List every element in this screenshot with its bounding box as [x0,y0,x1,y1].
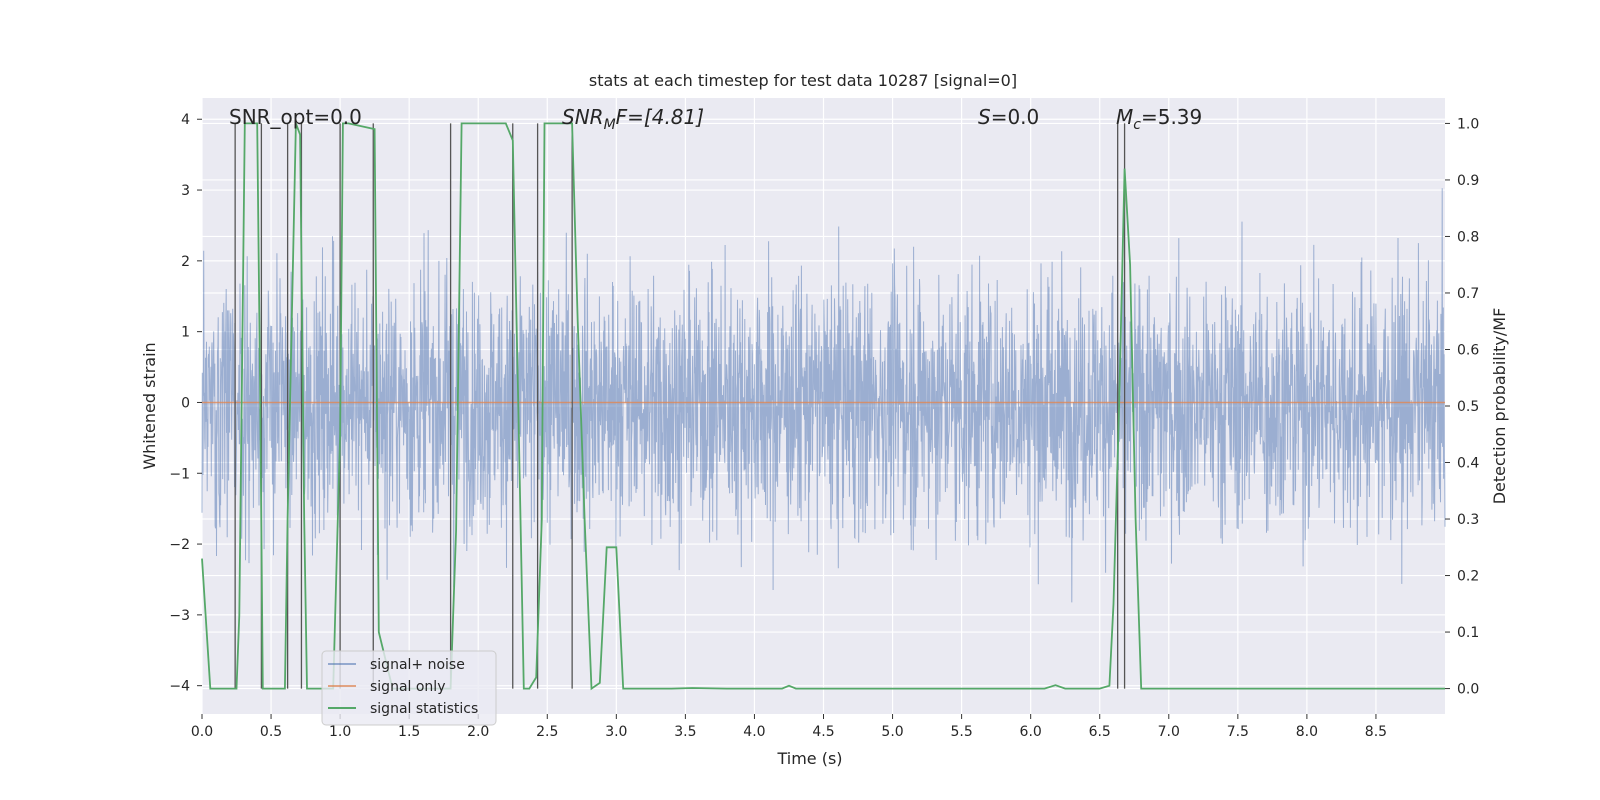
y-tick-label: −1 [169,466,190,482]
x-tick-label: 4.5 [812,724,834,740]
y-tick-label: −4 [169,679,190,695]
legend-frame [321,650,497,726]
x-tick-label: 1.0 [329,724,351,740]
y-tick-label: 1 [181,325,190,341]
y2-tick-label: 0.2 [1457,569,1479,585]
legend-label-signal-noise: signal+ noise [370,657,465,673]
y2-tick-label: 0.0 [1457,682,1479,698]
annotation-snr-mf-rest: F=[4.81] [616,105,704,129]
x-tick-label: 5.0 [881,724,903,740]
x-tick-label: 8.5 [1365,724,1387,740]
x-tick-label: 2.5 [536,724,558,740]
y-axis-label: Whitened strain [140,342,159,469]
x-tick-label: 6.0 [1020,724,1042,740]
y-tick-label: −3 [169,608,190,624]
y2-tick-label: 0.4 [1457,456,1479,472]
y2-tick-label: 0.6 [1457,342,1479,358]
x-axis-label: Time (s) [776,749,842,768]
legend-label-signal-only: signal only [370,679,445,695]
x-tick-label: 5.5 [950,724,972,740]
plot-area: 0.0 0.5 1.0 1.5 2.0 2.5 3.0 3.5 4.0 4.5 5.0 5.5 6.0 6… [169,98,1479,740]
x-tick-label: 2.0 [467,724,489,740]
y2-axis-label: Detection probability/MF [1490,308,1509,505]
legend-label-signal-statistics: signal statistics [370,701,478,717]
y2-tick-label: 0.8 [1457,229,1479,245]
annotation-mc-rest: =5.39 [1141,105,1202,129]
annotation-snr-mf-sub: M [604,117,616,133]
annotation-snr-opt: SNR_opt=0.0 [229,105,362,129]
legend: signal+ noise signal only signal statist… [321,650,497,726]
y2-tick-label: 0.9 [1457,173,1479,189]
x-tick-label: 3.5 [674,724,696,740]
y2-tick-label: 0.7 [1457,286,1479,302]
y2-tick-label: 0.3 [1457,512,1479,528]
x-tick-label: 0.5 [260,724,282,740]
annotation-mc-var: M [1116,105,1133,129]
chart-title: stats at each timestep for test data 102… [589,71,1017,90]
annotation-mc-sub: c [1133,117,1141,133]
x-tick-label: 4.0 [743,724,765,740]
annotation-mc: Mc=5.39 [1116,105,1202,133]
annotation-s: S=0.0 [978,105,1039,129]
y-tick-label: −2 [169,537,190,553]
x-tick-label: 8.0 [1296,724,1318,740]
y2-tick-label: 0.5 [1457,399,1479,415]
y-tick-label: 3 [181,183,190,199]
y-tick-label: 4 [181,112,190,128]
series-signal-statistics [201,122,1445,691]
x-tick-label: 6.5 [1089,724,1111,740]
annotation-s-rest: =0.0 [991,105,1040,129]
annotation-snr-mf: SNRMF=[4.81] [562,105,704,133]
x-tick-label: 1.5 [398,724,420,740]
y2-tick-label: 0.1 [1457,625,1479,641]
x-tick-label: 3.0 [605,724,627,740]
y2-tick-label: 1.0 [1457,116,1479,132]
annotation-snr-mf-var: SNR [562,105,604,129]
x-tick-label: 7.0 [1158,724,1180,740]
annotation-s-var: S [978,105,991,129]
annotations: SNR_opt=0.0 SNRMF=[4.81] S=0.0 Mc=5.39 [229,105,1202,133]
y-tick-label: 2 [181,254,190,270]
series-signal-noise [201,188,1446,603]
y-tick-label: 0 [181,395,190,411]
x-tick-label: 0.0 [191,724,213,740]
x-tick-label: 7.5 [1227,724,1249,740]
